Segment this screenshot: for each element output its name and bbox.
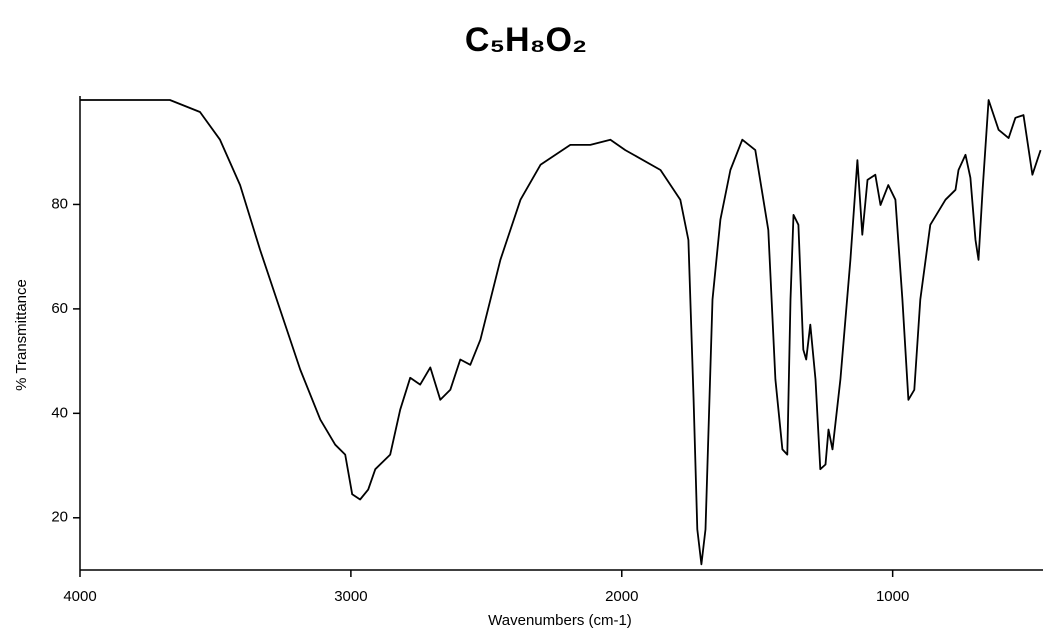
y-tick-label: 60	[51, 300, 68, 317]
x-tick-label: 4000	[63, 588, 96, 605]
x-tick-label: 3000	[334, 588, 367, 605]
y-tick-label: 20	[51, 509, 68, 526]
y-axis-label: % Transmittance	[13, 279, 30, 391]
x-tick-label: 1000	[876, 588, 909, 605]
x-axis-label: Wavenumbers (cm-1)	[488, 612, 632, 629]
x-tick-label: 2000	[605, 588, 638, 605]
spectrum-line	[80, 99, 1042, 566]
y-tick-label: 40	[51, 404, 68, 421]
chart-title: C₅H₈O₂	[465, 21, 587, 59]
y-tick-label: 80	[51, 195, 68, 212]
